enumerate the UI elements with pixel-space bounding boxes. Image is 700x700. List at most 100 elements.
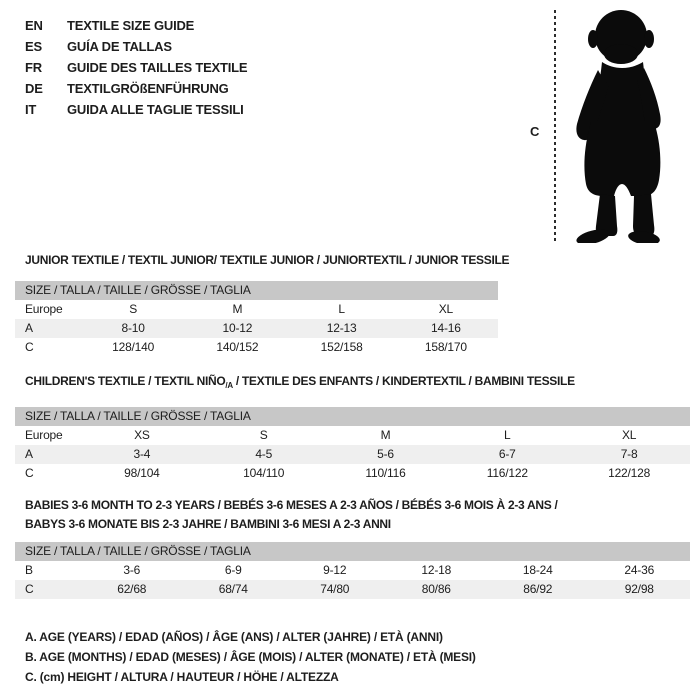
heading-text: JUNIOR TEXTILE / TEXTIL JUNIOR/ TEXTILE … <box>25 253 510 267</box>
table-row: C 62/68 68/74 74/80 80/86 86/92 92/98 <box>15 580 690 599</box>
table-row: Europe S M L XL <box>15 300 498 319</box>
language-row: ES GUÍA DE TALLAS <box>25 36 247 57</box>
language-code: IT <box>25 102 37 117</box>
table-cell: 62/68 <box>117 582 147 596</box>
baby-silhouette-icon <box>576 10 661 243</box>
language-row: DE TEXTILGRÖßENFÜHRUNG <box>25 78 247 99</box>
heading-text: BABYS 3-6 MONATE BIS 2-3 JAHRE / BAMBINI… <box>25 517 391 531</box>
section-heading: CHILDREN'S TEXTILE / TEXTIL NIÑO/A / TEX… <box>25 374 690 393</box>
size-table-babies: SIZE / TALLA / TAILLE / GRÖSSE / TAGLIA B… <box>15 542 690 599</box>
table-cell: 4-5 <box>255 447 273 461</box>
table-cell: 3-4 <box>133 447 151 461</box>
table-cell: 14-16 <box>431 321 461 335</box>
table-cell: 98/104 <box>124 466 160 480</box>
row-label: A <box>25 447 33 461</box>
language-code: EN <box>25 18 43 33</box>
table-cell: 7-8 <box>620 447 638 461</box>
heading-text: BABIES 3-6 MONTH TO 2-3 YEARS / BEBÉS 3-… <box>25 498 558 512</box>
row-label: Europe <box>25 428 63 442</box>
language-row: EN TEXTILE SIZE GUIDE <box>25 15 247 36</box>
table-cell: 140/152 <box>216 340 259 354</box>
table-cell: XS <box>134 428 150 442</box>
row-label: C <box>25 340 34 354</box>
row-label: C <box>25 466 34 480</box>
table-cell: 12-13 <box>326 321 357 335</box>
table-cell: 128/140 <box>112 340 155 354</box>
table-cell: 68/74 <box>218 582 248 596</box>
table-row: C 128/140 140/152 152/158 158/170 <box>15 338 498 357</box>
footnote-line: B. AGE (MONTHS) / EDAD (MESES) / ÂGE (MO… <box>25 650 476 664</box>
table-cell: 152/158 <box>320 340 363 354</box>
table-cell: 9-12 <box>323 563 347 577</box>
table-row: C 98/104 104/110 110/116 116/122 122/128 <box>15 464 690 483</box>
height-measure-dotted-line <box>554 10 556 243</box>
table-cell: 122/128 <box>608 466 651 480</box>
language-title: GUIDA ALLE TAGLIE TESSILI <box>67 102 244 117</box>
footnote-line: C. (cm) HEIGHT / ALTURA / HAUTEUR / HÖHE… <box>25 670 339 684</box>
table-cell: 18-24 <box>522 563 553 577</box>
table-cell: 6-9 <box>224 563 242 577</box>
language-title: TEXTILE SIZE GUIDE <box>67 18 195 33</box>
table-row: Europe XS S M L XL <box>15 426 690 445</box>
table-cell: M <box>232 302 243 316</box>
row-label: C <box>25 582 34 596</box>
measure-c-label: C <box>530 124 540 139</box>
table-cell: 3-6 <box>123 563 141 577</box>
language-code: FR <box>25 60 42 75</box>
table-cell: 10-12 <box>222 321 253 335</box>
table-cell: 86/92 <box>523 582 553 596</box>
language-title: GUÍA DE TALLAS <box>67 39 172 54</box>
row-label: B <box>25 563 33 577</box>
language-row: IT GUIDA ALLE TAGLIE TESSILI <box>25 99 247 120</box>
table-cell: 92/98 <box>624 582 654 596</box>
size-table-children: SIZE / TALLA / TAILLE / GRÖSSE / TAGLIA E… <box>15 407 690 483</box>
table-cell: XL <box>438 302 454 316</box>
size-header-bar: SIZE / TALLA / TAILLE / GRÖSSE / TAGLIA <box>15 407 690 426</box>
table-row: A 8-10 10-12 12-13 14-16 <box>15 319 498 338</box>
section-heading-line: BABIES 3-6 MONTH TO 2-3 YEARS / BEBÉS 3-… <box>25 496 690 515</box>
table-row: B 3-6 6-9 9-12 12-18 18-24 24-36 <box>15 561 690 580</box>
language-title: TEXTILGRÖßENFÜHRUNG <box>67 81 229 96</box>
section-heading: BABIES 3-6 MONTH TO 2-3 YEARS / BEBÉS 3-… <box>25 496 690 534</box>
table-cell: 80/86 <box>421 582 451 596</box>
table-cell: L <box>504 428 511 442</box>
language-title: GUIDE DES TAILLES TEXTILE <box>67 60 248 75</box>
section-childrens-textile: CHILDREN'S TEXTILE / TEXTIL NIÑO/A / TEX… <box>15 374 690 483</box>
table-cell: 116/122 <box>486 466 528 480</box>
section-heading-line: CHILDREN'S TEXTILE / TEXTIL NIÑO/A / TEX… <box>25 374 690 393</box>
table-cell: 12-18 <box>421 563 452 577</box>
section-heading-line: JUNIOR TEXTILE / TEXTIL JUNIOR/ TEXTILE … <box>25 253 510 268</box>
language-code: ES <box>25 39 42 54</box>
size-header-bar: SIZE / TALLA / TAILLE / GRÖSSE / TAGLIA <box>15 542 690 561</box>
size-header-bar: SIZE / TALLA / TAILLE / GRÖSSE / TAGLIA <box>15 281 498 300</box>
row-label: Europe <box>25 302 63 316</box>
table-cell: 5-6 <box>377 447 394 461</box>
table-cell: L <box>338 302 345 316</box>
footnote-line: A. AGE (YEARS) / EDAD (AÑOS) / ÂGE (ANS)… <box>25 630 443 644</box>
language-row: FR GUIDE DES TAILLES TEXTILE <box>25 57 248 78</box>
section-junior-textile: JUNIOR TEXTILE / TEXTIL JUNIOR/ TEXTILE … <box>15 253 510 357</box>
table-cell: 104/110 <box>243 466 285 480</box>
table-cell: M <box>380 428 391 442</box>
section-heading: JUNIOR TEXTILE / TEXTIL JUNIOR/ TEXTILE … <box>25 253 510 268</box>
language-title-list: EN TEXTILE SIZE GUIDE ES GUÍA DE TALLAS FR GU… <box>25 15 248 120</box>
table-cell: 158/170 <box>424 340 467 354</box>
measurement-legend: A. AGE (YEARS) / EDAD (AÑOS) / ÂGE (ANS)… <box>25 627 476 687</box>
table-cell: 110/116 <box>365 466 406 480</box>
table-cell: 74/80 <box>320 582 350 596</box>
row-label: A <box>25 321 33 335</box>
table-row: A 3-4 4-5 5-6 6-7 7-8 <box>15 445 690 464</box>
table-cell: 8-10 <box>121 321 145 335</box>
section-babies-textile: BABIES 3-6 MONTH TO 2-3 YEARS / BEBÉS 3-… <box>15 496 690 599</box>
heading-text: CHILDREN'S TEXTILE / TEXTIL NIÑO <box>25 374 226 388</box>
table-cell: XL <box>621 428 637 442</box>
table-cell: 6-7 <box>498 447 516 461</box>
table-cell: S <box>129 302 138 316</box>
heading-text: / TEXTILE DES ENFANTS / KINDERTEXTIL / B… <box>232 374 575 388</box>
table-cell: 24-36 <box>624 563 655 577</box>
section-heading-line: BABYS 3-6 MONATE BIS 2-3 JAHRE / BAMBINI… <box>25 515 690 534</box>
language-code: DE <box>25 81 43 96</box>
table-cell: S <box>259 428 268 442</box>
size-table-junior: SIZE / TALLA / TAILLE / GRÖSSE / TAGLIA E… <box>15 281 498 357</box>
